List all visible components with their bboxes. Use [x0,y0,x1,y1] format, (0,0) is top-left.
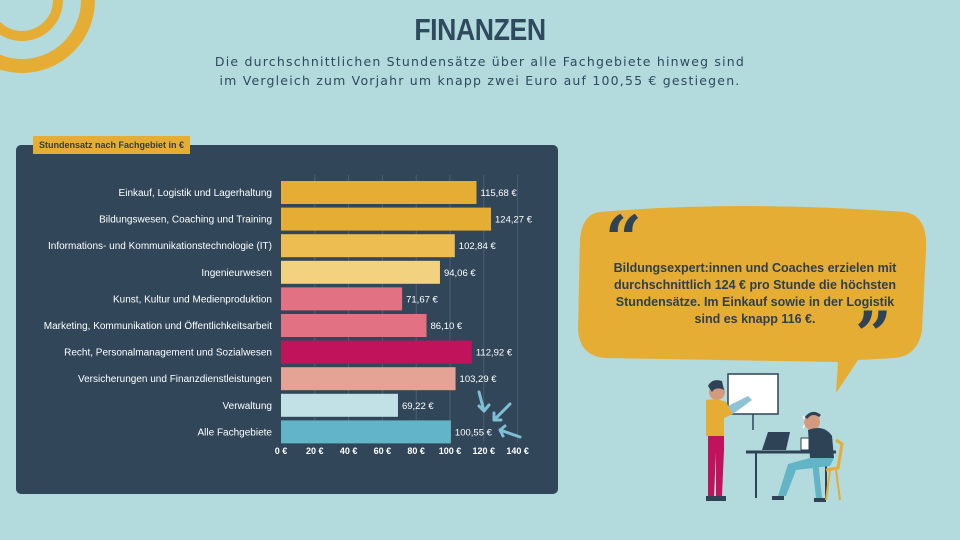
arrow-icon-0 [477,390,486,413]
bar-7 [281,367,456,391]
arrow-head-icon-2 [498,424,507,438]
x-tick-label-140: 140 € [506,446,529,456]
chart-title: Stundensatz nach Fachgebiet in € [33,136,191,154]
x-tick-label-120: 120 € [473,446,496,456]
value-label-9: 100,55 € [455,427,493,438]
x-tick-label-80: 80 € [407,446,425,456]
category-label-9: Alle Fachgebiete [198,427,273,438]
category-label-6: Recht, Personalmanagement und Sozialwese… [64,348,272,359]
page-title: FINANZEN [414,12,546,47]
bar-9 [281,420,451,444]
arrow-icon-2 [498,428,522,439]
bar-3 [281,260,440,284]
arrow-head-icon-1 [492,411,503,422]
value-label-4: 71,67 € [406,294,438,305]
arrow-head-icon-0 [477,403,491,413]
bar-8 [281,393,398,417]
value-label-5: 86,10 € [431,321,463,332]
bar-6 [281,340,472,364]
category-label-0: Einkauf, Logistik und Lagerhaltung [119,188,272,199]
category-label-1: Bildungswesen, Coaching und Training [99,215,272,226]
arrow-icon-1 [492,402,512,422]
category-label-8: Verwaltung [223,401,272,412]
subtitle-line-2: im Vergleich zum Vorjahr um knapp zwei E… [219,73,741,88]
bar-5 [281,314,427,337]
bar-4 [281,287,403,311]
x-tick-label-100: 100 € [439,446,462,456]
value-label-0: 115,68 € [480,188,517,199]
x-tick-label-40: 40 € [340,446,358,456]
value-label-8: 69,22 € [402,401,434,412]
bar-2 [281,234,455,258]
x-tick-label-0: 0 € [275,446,288,456]
page-subtitle: Die durchschnittlichen Stundensätze über… [100,52,860,90]
value-label-6: 112,92 € [476,348,513,359]
x-tick-label-20: 20 € [306,446,324,456]
value-label-3: 94,06 € [444,268,476,279]
category-label-5: Marketing, Kommunikation und Öffentlichk… [44,320,272,332]
x-tick-label-60: 60 € [374,446,392,456]
category-label-3: Ingenieurwesen [201,268,272,279]
quote-text: Bildungsexpert:innen und Coaches erziele… [613,261,897,326]
bar-0 [281,181,477,204]
category-label-4: Kunst, Kultur und Medienproduktion [113,294,272,305]
bar-1 [281,207,492,231]
value-label-1: 124,27 € [495,215,533,226]
category-label-7: Versicherungen und Finanzdienstleistunge… [78,374,272,385]
quote-close-icon: ” [855,298,892,373]
value-label-2: 102,84 € [459,241,497,252]
quote-open-icon: “ [605,202,642,277]
value-label-7: 103,29 € [460,374,498,385]
category-label-2: Informations- und Kommunikationstechnolo… [48,241,272,252]
subtitle-line-1: Die durchschnittlichen Stundensätze über… [214,54,746,69]
